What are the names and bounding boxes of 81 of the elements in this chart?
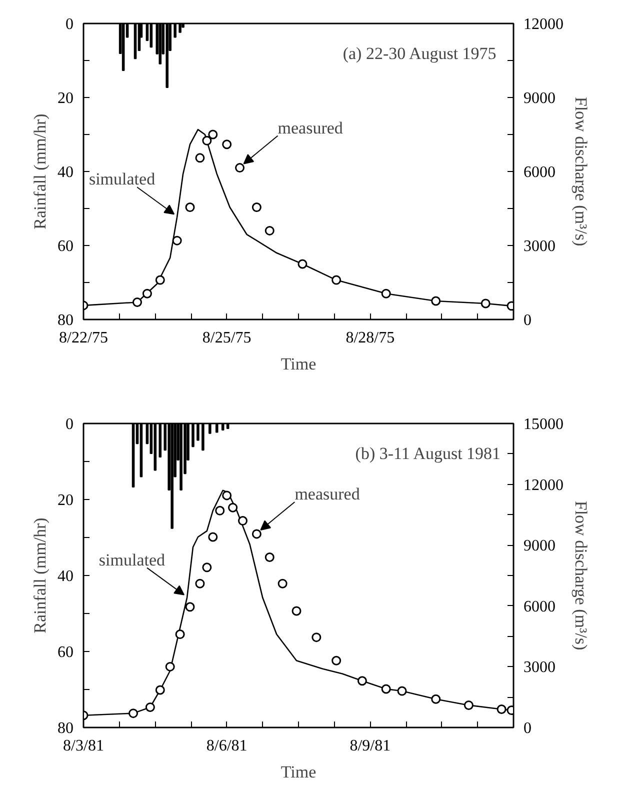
point (278, 578, 288, 588)
point (195, 153, 205, 163)
y-tick-label: 0 (66, 16, 74, 33)
series-label: simulated (98, 550, 166, 570)
y2-tick-label: 3000 (524, 238, 556, 255)
point (228, 502, 238, 512)
point (215, 506, 225, 516)
point (332, 275, 342, 285)
point (464, 700, 474, 710)
y-tick-label: 60 (58, 238, 74, 255)
point (381, 684, 391, 694)
y-tick-label: 40 (58, 568, 74, 585)
y-tick-label: 40 (58, 164, 74, 181)
point (172, 236, 182, 246)
y2-tick-label: 12000 (524, 476, 564, 494)
point (431, 296, 441, 306)
y-tick-label: 60 (58, 644, 74, 661)
point (431, 694, 441, 704)
point (208, 532, 218, 542)
y2-tick-label: 0 (524, 312, 532, 329)
point (185, 602, 195, 612)
point (142, 288, 152, 298)
y2-axis-title: Flow discharge (m³/s) (572, 500, 590, 650)
y-axis-title: Rainfall (mm/hr) (30, 114, 50, 230)
y-tick-label: 0 (66, 416, 74, 433)
text: (b) 3-11 August 1981 (355, 444, 501, 463)
point (332, 656, 342, 666)
y2-tick-label: 12000 (524, 16, 564, 33)
x-tick-label: 8/9/81 (350, 738, 391, 754)
x-tick-label: 8/6/81 (206, 738, 248, 754)
y-tick-label: 80 (58, 312, 74, 329)
point (165, 662, 175, 672)
x-tick-label: 8/25/75 (202, 330, 252, 346)
y-tick-label: 20 (58, 492, 74, 509)
y-tick-label: 80 (58, 720, 74, 737)
x-axis-title: Time (280, 354, 316, 374)
point (202, 562, 212, 572)
point (175, 630, 185, 640)
x-tick-label: 8/28/75 (346, 330, 395, 346)
point (397, 686, 407, 696)
y2-tick-label: 0 (524, 720, 532, 737)
y2-tick-label: 15000 (524, 416, 564, 433)
point (298, 259, 308, 269)
point (264, 226, 274, 236)
y2-tick-label: 9000 (524, 90, 556, 107)
y2-axis-title: Flow discharge (m³/s) (572, 96, 590, 246)
x-tick-label: 8/22/75 (59, 330, 108, 346)
point (222, 140, 232, 150)
point (264, 552, 274, 562)
point (312, 632, 322, 642)
point (222, 490, 232, 500)
x-axis-title: Time (280, 762, 316, 782)
point (252, 202, 262, 212)
point (381, 288, 391, 298)
y2-tick-label: 6000 (524, 164, 556, 181)
text: measured (294, 484, 360, 504)
point (155, 275, 165, 285)
y2-tick-label: 9000 (524, 538, 556, 555)
point (235, 163, 245, 173)
point (195, 578, 205, 588)
y-tick-label: 20 (58, 90, 74, 107)
point (252, 529, 262, 539)
series-label: simulated (88, 170, 156, 189)
point (202, 136, 212, 146)
y2-tick-label: 6000 (524, 598, 556, 616)
point (496, 704, 506, 714)
point (292, 606, 302, 616)
y2-tick-label: 3000 (524, 659, 556, 676)
y-axis-title: Rainfall (mm/hr) (30, 518, 50, 634)
point (208, 130, 218, 140)
point (185, 202, 195, 212)
point (128, 708, 138, 718)
text: (a) 22-30 August 1975 (342, 44, 496, 63)
point (238, 516, 248, 526)
text: measured (278, 118, 344, 138)
point (480, 298, 490, 308)
point (155, 685, 165, 695)
point (145, 702, 155, 712)
point (357, 676, 367, 686)
point (132, 297, 142, 307)
x-tick-label: 8/3/81 (63, 738, 104, 754)
